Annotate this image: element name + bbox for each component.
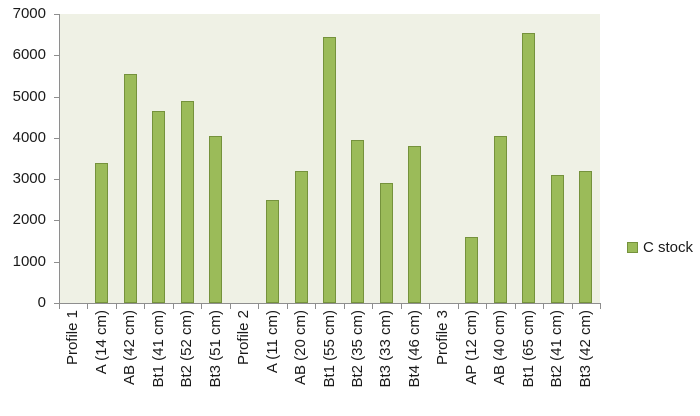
x-category-label-a-11-cm: A (11 cm) bbox=[264, 310, 281, 374]
y-tick-label-7000: 7000 bbox=[12, 5, 46, 22]
x-tick-mark bbox=[258, 304, 259, 309]
y-tick-mark bbox=[54, 220, 60, 221]
y-tick-mark bbox=[54, 14, 60, 15]
y-axis-line bbox=[59, 14, 60, 304]
y-tick-label-1000: 1000 bbox=[12, 253, 46, 270]
x-tick-mark bbox=[59, 304, 60, 309]
x-category-label-bt3-42-cm: Bt3 (42 cm) bbox=[577, 310, 594, 388]
bar-bt4-46-cm[interactable] bbox=[408, 146, 421, 303]
bar-a-11-cm[interactable] bbox=[266, 200, 279, 303]
x-tick-mark bbox=[287, 304, 288, 309]
y-tick-mark bbox=[54, 262, 60, 263]
x-tick-mark bbox=[401, 304, 402, 309]
y-tick-label-4000: 4000 bbox=[12, 129, 46, 146]
bar-bt2-52-cm[interactable] bbox=[181, 101, 194, 303]
x-tick-mark bbox=[144, 304, 145, 309]
x-category-label-ap-12-cm: AP (12 cm) bbox=[463, 310, 480, 385]
bar-ab-20-cm[interactable] bbox=[295, 171, 308, 303]
bar-bt1-41-cm[interactable] bbox=[152, 111, 165, 303]
legend[interactable]: C stock bbox=[627, 239, 693, 256]
x-category-label-bt3-33-cm: Bt3 (33 cm) bbox=[377, 310, 394, 388]
bar-bt3-51-cm[interactable] bbox=[209, 136, 222, 303]
x-tick-mark bbox=[372, 304, 373, 309]
x-tick-mark bbox=[344, 304, 345, 309]
x-category-label-bt2-52-cm: Bt2 (52 cm) bbox=[178, 310, 195, 388]
x-category-label-bt1-65-cm: Bt1 (65 cm) bbox=[520, 310, 537, 388]
legend-label: C stock bbox=[643, 239, 694, 256]
x-category-label-bt2-35-cm: Bt2 (35 cm) bbox=[349, 310, 366, 388]
y-tick-label-0: 0 bbox=[37, 294, 46, 311]
x-category-label-ab-42-cm: AB (42 cm) bbox=[121, 310, 138, 386]
y-tick-label-6000: 6000 bbox=[12, 46, 46, 63]
x-category-label-bt4-46-cm: Bt4 (46 cm) bbox=[406, 310, 423, 388]
x-tick-mark bbox=[458, 304, 459, 309]
x-category-label-bt1-55-cm: Bt1 (55 cm) bbox=[321, 310, 338, 388]
x-category-label-profile-2: Profile 2 bbox=[235, 310, 252, 366]
x-category-label-ab-20-cm: AB (20 cm) bbox=[292, 310, 309, 386]
x-tick-mark bbox=[87, 304, 88, 309]
y-tick-mark bbox=[54, 179, 60, 180]
x-category-label-profile-1: Profile 1 bbox=[64, 310, 81, 366]
y-tick-mark bbox=[54, 303, 60, 304]
x-tick-mark bbox=[572, 304, 573, 309]
x-category-label-a-14-cm: A (14 cm) bbox=[93, 310, 110, 375]
x-tick-mark bbox=[486, 304, 487, 309]
y-tick-label-5000: 5000 bbox=[12, 88, 46, 105]
x-category-label-bt3-51-cm: Bt3 (51 cm) bbox=[207, 310, 224, 388]
x-tick-mark bbox=[429, 304, 430, 309]
x-tick-mark bbox=[600, 304, 601, 309]
x-tick-mark bbox=[315, 304, 316, 309]
bar-bt1-55-cm[interactable] bbox=[323, 37, 336, 303]
x-tick-mark bbox=[201, 304, 202, 309]
x-tick-mark bbox=[230, 304, 231, 309]
bar-bt2-35-cm[interactable] bbox=[351, 140, 364, 303]
x-tick-mark bbox=[515, 304, 516, 309]
x-tick-mark bbox=[173, 304, 174, 309]
y-tick-mark bbox=[54, 55, 60, 56]
bar-ab-40-cm[interactable] bbox=[494, 136, 507, 303]
y-tick-mark bbox=[54, 138, 60, 139]
bar-bt1-65-cm[interactable] bbox=[522, 33, 535, 303]
bar-ab-42-cm[interactable] bbox=[124, 74, 137, 303]
y-tick-mark bbox=[54, 97, 60, 98]
x-tick-mark bbox=[116, 304, 117, 309]
x-axis-line bbox=[54, 303, 601, 304]
bar-a-14-cm[interactable] bbox=[95, 163, 108, 303]
legend-color-swatch-icon bbox=[627, 242, 638, 253]
y-tick-label-2000: 2000 bbox=[12, 211, 46, 228]
bar-ap-12-cm[interactable] bbox=[465, 237, 478, 303]
bar-bt3-42-cm[interactable] bbox=[579, 171, 592, 303]
x-category-label-profile-3: Profile 3 bbox=[434, 310, 451, 366]
y-tick-label-3000: 3000 bbox=[12, 170, 46, 187]
x-category-label-bt2-41-cm: Bt2 (41 cm) bbox=[548, 310, 565, 388]
bar-bt2-41-cm[interactable] bbox=[551, 175, 564, 303]
x-tick-mark bbox=[543, 304, 544, 309]
bar-bt3-33-cm[interactable] bbox=[380, 183, 393, 303]
x-category-label-bt1-41-cm: Bt1 (41 cm) bbox=[150, 310, 167, 388]
x-category-label-ab-40-cm: AB (40 cm) bbox=[491, 310, 508, 386]
